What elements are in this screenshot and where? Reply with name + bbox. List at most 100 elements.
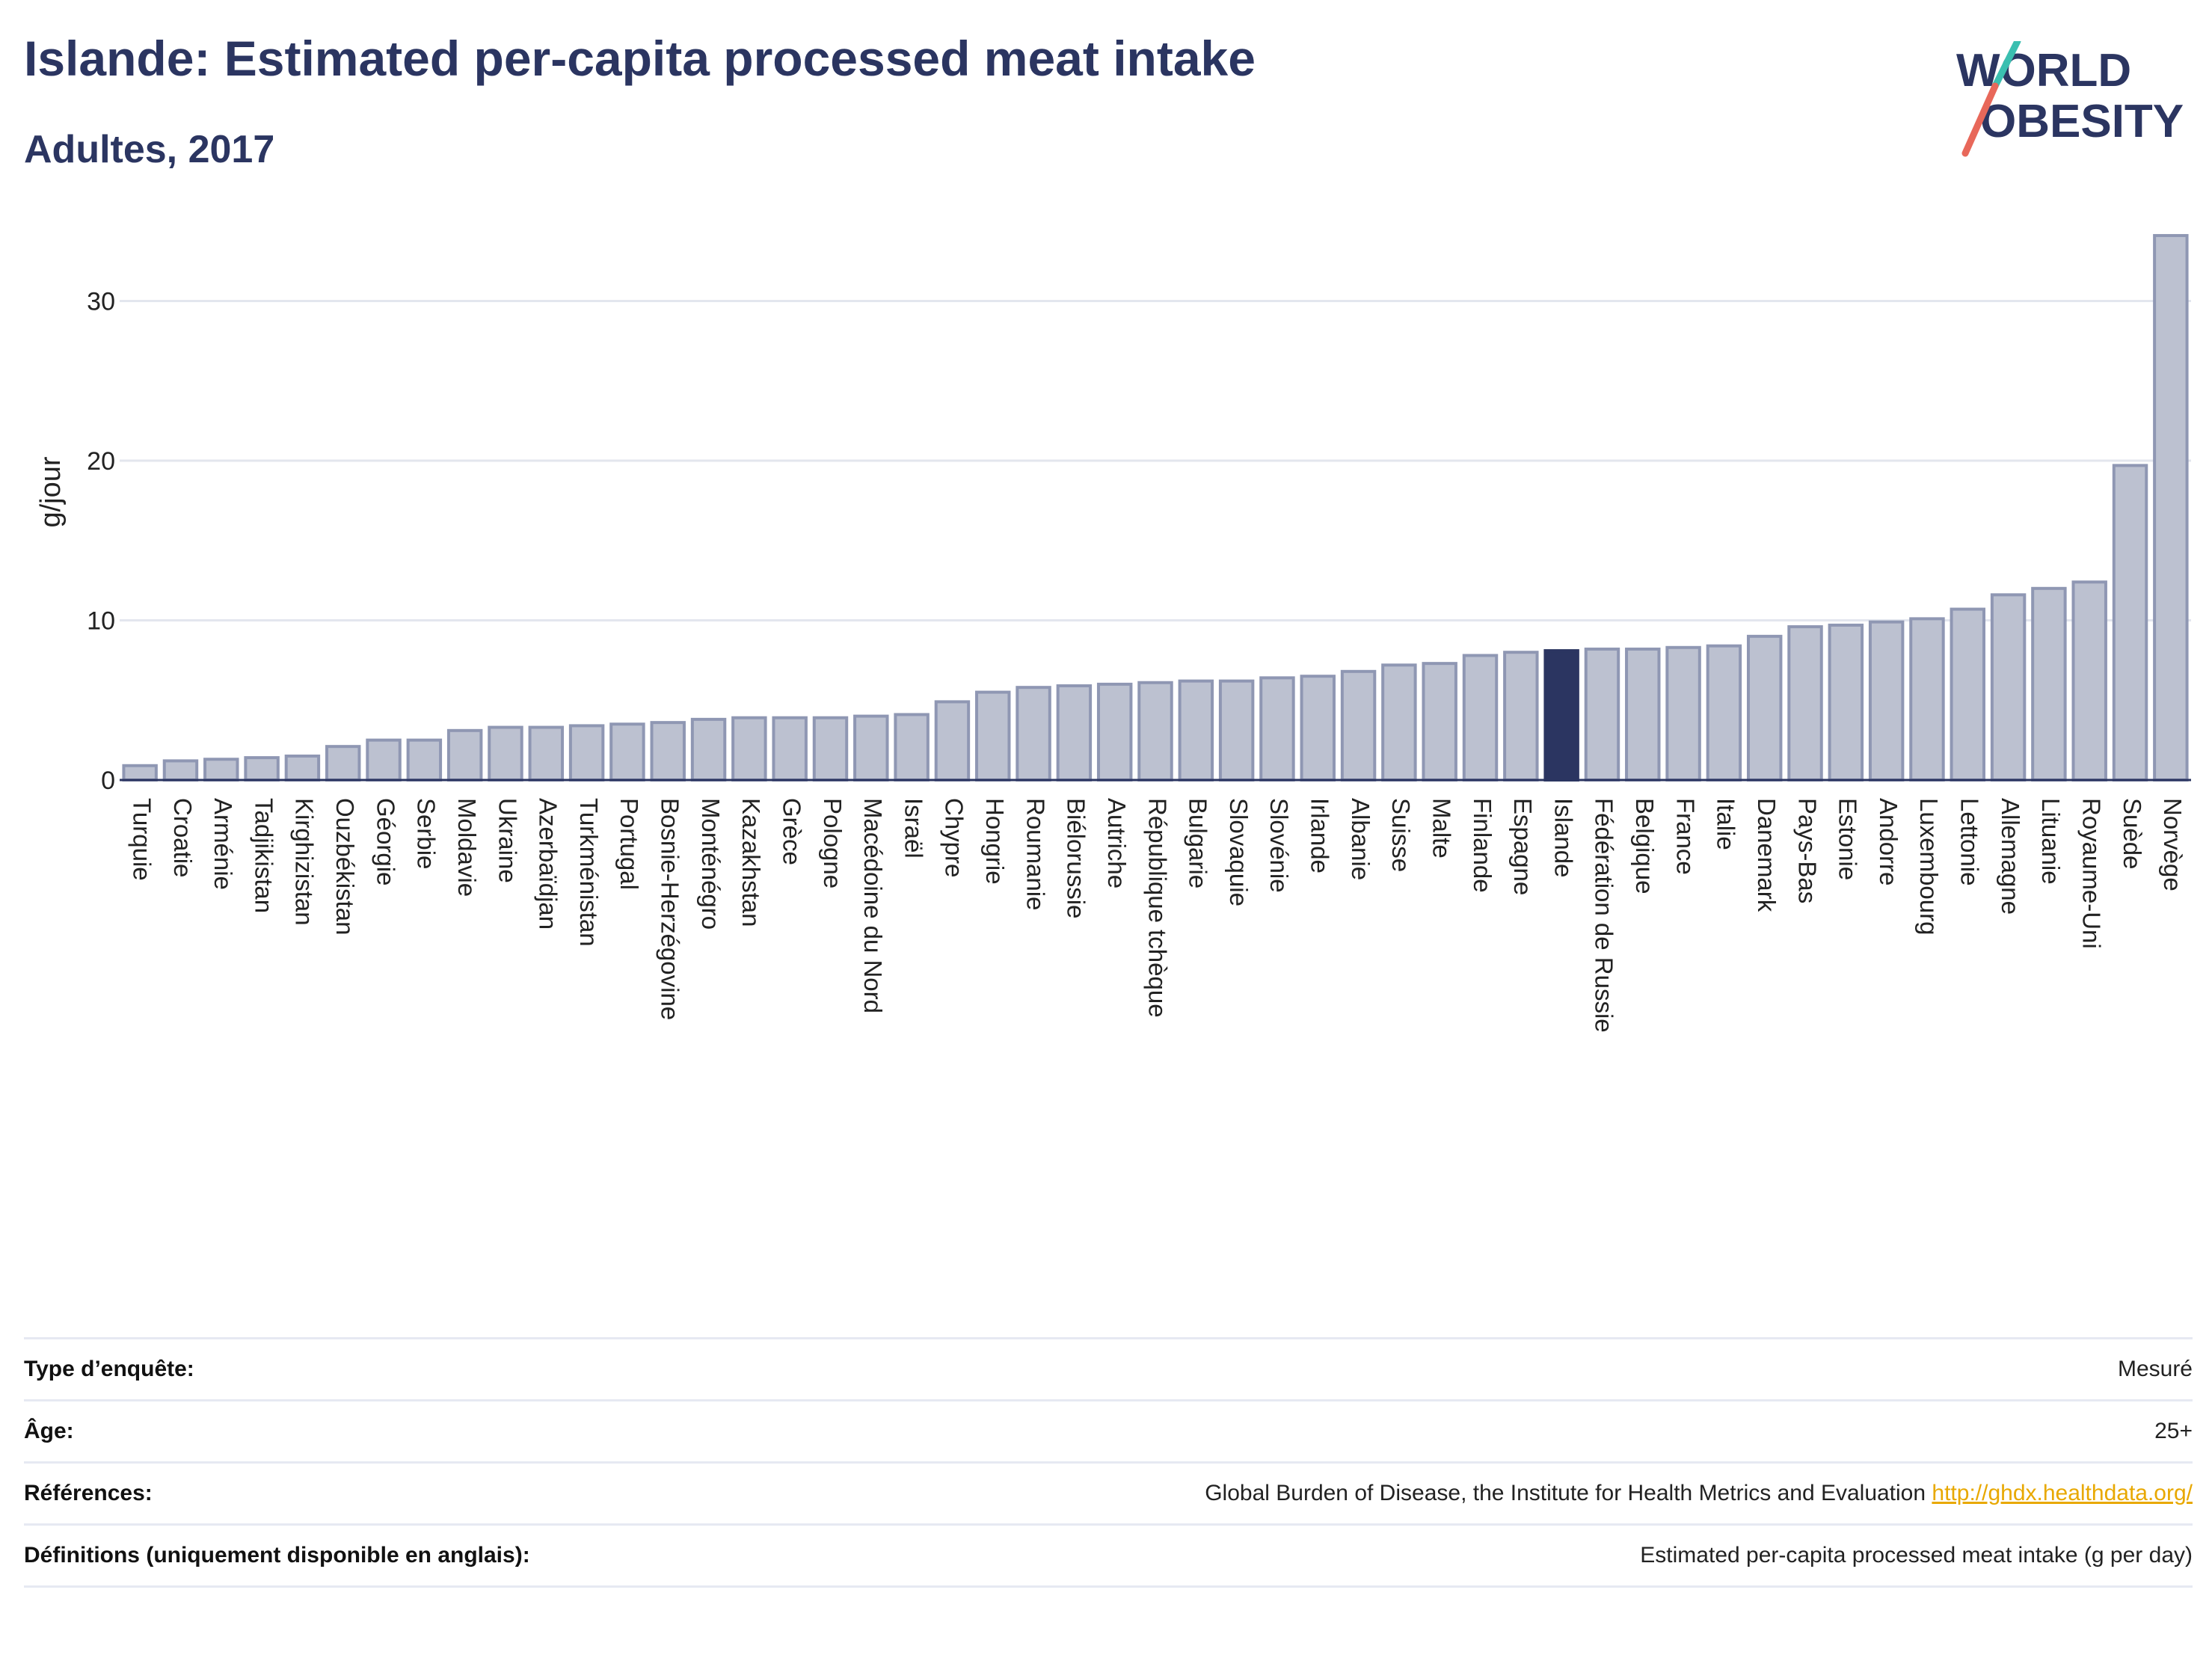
- bar: [650, 721, 686, 782]
- bar: [325, 745, 361, 782]
- x-tick-label: Turkménistan: [575, 798, 603, 947]
- info-row: Âge: 25+: [24, 1400, 2193, 1463]
- bar: [1137, 681, 1173, 782]
- x-tick-label: Lettonie: [1956, 798, 1984, 885]
- x-tick-label: Danemark: [1753, 798, 1781, 912]
- x-tick-label: République tchèque: [1143, 798, 1171, 1018]
- bar: [1096, 682, 1133, 782]
- bar: [1056, 684, 1093, 782]
- info-row: Définitions (uniquement disponible en an…: [24, 1524, 2193, 1587]
- info-value-text: 25+: [2154, 1419, 2193, 1443]
- bar: [568, 724, 605, 782]
- y-tick-label: 30: [87, 288, 115, 316]
- bar: [1706, 644, 1742, 782]
- info-row: Références: Global Burden of Disease, the…: [24, 1462, 2193, 1525]
- x-tick-label: Andorre: [1875, 798, 1902, 885]
- x-tick-label: Fédération de Russie: [1591, 798, 1618, 1033]
- x-tick-label: Géorgie: [372, 798, 399, 885]
- y-axis-ticks: 0 10 20 30: [87, 288, 115, 796]
- chart-subtitle: Adultes, 2017: [24, 128, 275, 171]
- x-tick-label: Suisse: [1387, 798, 1415, 872]
- x-tick-label: Suède: [2119, 798, 2146, 869]
- bar: [2031, 586, 2067, 782]
- x-tick-label: Chypre: [941, 798, 968, 877]
- bar: [1422, 662, 1457, 782]
- bar: [1625, 647, 1661, 782]
- x-tick-label: Bulgarie: [1185, 798, 1212, 888]
- bar: [1300, 675, 1336, 782]
- info-key: Définitions (uniquement disponible en an…: [24, 1543, 530, 1568]
- x-tick-label: Tadjikistan: [250, 798, 277, 913]
- info-key: Références:: [24, 1481, 153, 1505]
- info-value-text: Mesuré: [2117, 1357, 2193, 1381]
- bar: [1503, 651, 1539, 782]
- x-tick-label: Pologne: [819, 798, 847, 888]
- x-tick-label: Turquie: [128, 798, 156, 881]
- bar: [731, 716, 767, 782]
- x-tick-label: Monténégro: [697, 798, 725, 930]
- bar: [1950, 607, 1986, 782]
- bar: [488, 725, 523, 782]
- x-tick-label: Roumanie: [1021, 798, 1049, 910]
- x-tick-label: Israël: [900, 798, 927, 859]
- y-tick-label: 20: [87, 447, 115, 476]
- info-value: Mesuré: [532, 1339, 2193, 1401]
- reference-link[interactable]: http://ghdx.healthdata.org/: [1932, 1481, 2193, 1505]
- chart-title: Islande: Estimated per-capita processed …: [24, 31, 1256, 86]
- x-tick-label: Albanie: [1347, 798, 1374, 880]
- logo-text-line2: OBESITY: [1980, 96, 2184, 147]
- info-value: 25+: [532, 1401, 2193, 1463]
- y-tick-label: 10: [87, 607, 115, 636]
- x-tick-label: Estonie: [1834, 798, 1862, 880]
- x-tick-label: Bosnie-Herzégovine: [657, 798, 684, 1020]
- y-tick-label: 0: [101, 767, 115, 795]
- bar: [203, 758, 239, 782]
- bar: [1462, 654, 1499, 782]
- x-tick-label: Portugal: [615, 798, 643, 890]
- bar: [1259, 676, 1295, 782]
- x-tick-label: Slovaquie: [1225, 798, 1253, 906]
- x-tick-label: Kazakhstan: [737, 798, 765, 927]
- x-tick-label: Arménie: [209, 798, 237, 890]
- bar: [975, 690, 1011, 782]
- bar: [528, 725, 565, 782]
- bar: [2153, 233, 2189, 782]
- x-tick-label: Malte: [1428, 798, 1455, 859]
- x-tick-label: Slovénie: [1265, 798, 1293, 893]
- x-tick-label: Pays-Bas: [1793, 798, 1821, 903]
- bar: [609, 722, 645, 782]
- grid-lines: [120, 300, 2191, 621]
- bar: [894, 713, 930, 782]
- bar: [1990, 593, 2027, 782]
- bar: [812, 716, 849, 782]
- bars: [122, 233, 2189, 782]
- info-key: Âge:: [24, 1419, 74, 1443]
- info-value-text: Estimated per-capita processed meat inta…: [1640, 1543, 2193, 1568]
- bar: [366, 738, 402, 782]
- info-value: Global Burden of Disease, the Institute …: [532, 1463, 2193, 1525]
- x-tick-label: Allemagne: [1997, 798, 2024, 915]
- bar: [2112, 464, 2148, 782]
- x-tick-label: France: [1671, 798, 1699, 875]
- info-value-text: Global Burden of Disease, the Institute …: [1205, 1481, 1926, 1505]
- bar: [1787, 625, 1823, 782]
- bar: [1218, 679, 1255, 782]
- bar: [284, 754, 321, 782]
- x-tick-label: Norvège: [2159, 798, 2187, 891]
- bar: [1584, 647, 1620, 782]
- x-tick-label: Royaume-Uni: [2077, 798, 2105, 949]
- bar: [122, 764, 158, 782]
- bar: [853, 714, 889, 782]
- info-value: Estimated per-capita processed meat inta…: [532, 1525, 2193, 1587]
- x-tick-label: Ukraine: [494, 798, 521, 883]
- bar: [446, 728, 483, 782]
- info-row: Type d’enquête: Mesuré: [24, 1338, 2193, 1401]
- world-obesity-logo: WORLD OBESITY: [1956, 41, 2184, 157]
- x-tick-label: Finlande: [1469, 798, 1496, 893]
- bar: [1665, 645, 1701, 782]
- x-tick-label: Serbie: [413, 798, 440, 869]
- x-tick-label: Macédoine du Nord: [859, 798, 887, 1013]
- bar: [244, 756, 280, 782]
- bar: [406, 738, 443, 782]
- x-tick-label: Moldavie: [453, 798, 481, 897]
